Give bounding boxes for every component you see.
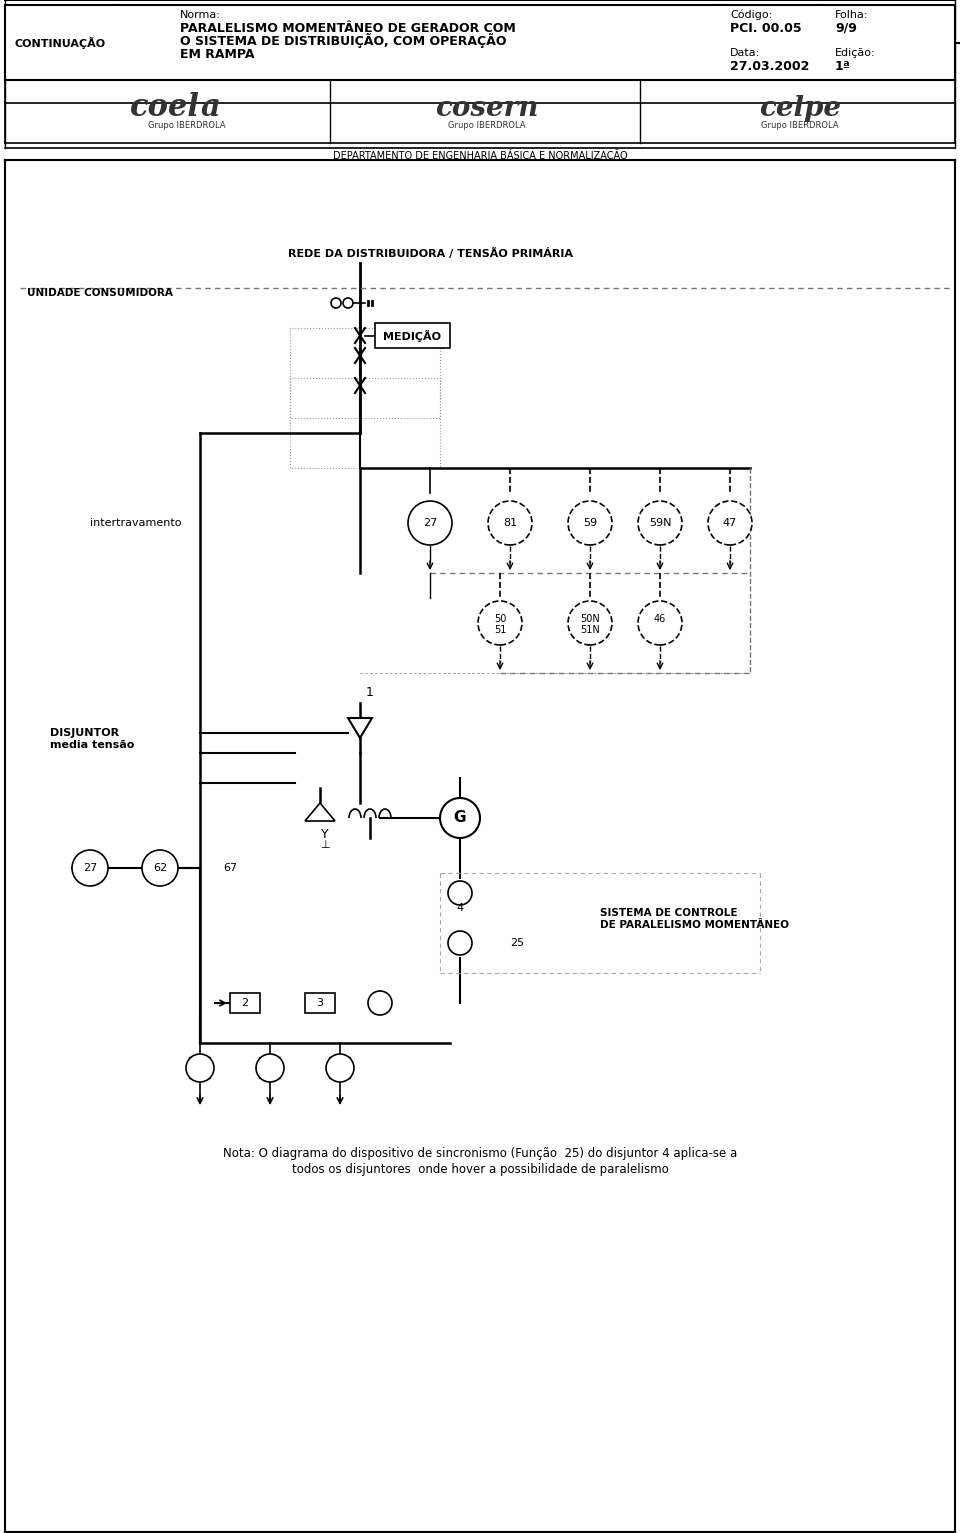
Text: cosern: cosern — [435, 95, 539, 121]
Text: 1: 1 — [366, 687, 374, 699]
Text: PCI. 00.05: PCI. 00.05 — [730, 21, 802, 35]
Circle shape — [343, 297, 353, 308]
Text: 50N: 50N — [580, 615, 600, 624]
Polygon shape — [348, 717, 372, 737]
Circle shape — [448, 881, 472, 904]
Text: SISTEMA DE CONTROLE: SISTEMA DE CONTROLE — [600, 908, 737, 918]
Circle shape — [440, 799, 480, 839]
Circle shape — [448, 931, 472, 955]
Text: 27.03.2002: 27.03.2002 — [730, 60, 809, 72]
Text: 25: 25 — [510, 938, 524, 947]
Text: EM RAMPA: EM RAMPA — [180, 49, 254, 61]
Text: Grupo IBERDROLA: Grupo IBERDROLA — [761, 121, 839, 130]
Text: Y: Y — [322, 828, 329, 842]
Text: G: G — [454, 811, 467, 825]
Text: 51: 51 — [493, 625, 506, 635]
Circle shape — [568, 501, 612, 546]
Text: Data:: Data: — [730, 48, 760, 58]
Circle shape — [638, 501, 682, 546]
Text: 59: 59 — [583, 518, 597, 527]
Text: a: a — [200, 92, 220, 124]
Text: 46: 46 — [654, 615, 666, 624]
Text: 9/9: 9/9 — [835, 21, 857, 35]
Text: Norma:: Norma: — [180, 11, 221, 20]
Text: DE PARALELISMO MOMENTÂNEO: DE PARALELISMO MOMENTÂNEO — [600, 920, 789, 931]
Circle shape — [331, 297, 341, 308]
FancyBboxPatch shape — [305, 993, 335, 1013]
Text: DISJUNTOR: DISJUNTOR — [50, 728, 119, 737]
Circle shape — [186, 1055, 214, 1082]
Text: 1ª: 1ª — [835, 60, 851, 72]
Text: Nota: O diagrama do dispositivo de sincronismo (Função  25) do disjuntor 4 aplic: Nota: O diagrama do dispositivo de sincr… — [223, 1147, 737, 1159]
FancyBboxPatch shape — [230, 993, 260, 1013]
Text: PARALELISMO MOMENTÂNEO DE GERADOR COM: PARALELISMO MOMENTÂNEO DE GERADOR COM — [180, 21, 516, 35]
Text: 81: 81 — [503, 518, 517, 527]
Text: 4: 4 — [456, 903, 464, 914]
Text: todos os disjuntores  onde hover a possibilidade de paralelismo: todos os disjuntores onde hover a possib… — [292, 1164, 668, 1176]
Circle shape — [326, 1055, 354, 1082]
Circle shape — [478, 601, 522, 645]
Text: Grupo IBERDROLA: Grupo IBERDROLA — [448, 121, 526, 130]
FancyBboxPatch shape — [5, 5, 955, 80]
Text: Folha:: Folha: — [835, 11, 869, 20]
Text: 2: 2 — [241, 998, 249, 1009]
Text: celpe: celpe — [759, 95, 841, 121]
Text: 3: 3 — [317, 998, 324, 1009]
Circle shape — [256, 1055, 284, 1082]
Text: 67: 67 — [223, 863, 237, 872]
Text: MEDIÇÃO: MEDIÇÃO — [383, 330, 441, 342]
Text: CONTINUAÇÃO: CONTINUAÇÃO — [14, 37, 106, 49]
Circle shape — [368, 990, 392, 1015]
FancyBboxPatch shape — [375, 323, 450, 348]
Text: 47: 47 — [723, 518, 737, 527]
Text: 59N: 59N — [649, 518, 671, 527]
Text: Edição:: Edição: — [835, 48, 876, 58]
Text: REDE DA DISTRIBUIDORA / TENSÃO PRIMÁRIA: REDE DA DISTRIBUIDORA / TENSÃO PRIMÁRIA — [287, 247, 572, 259]
Circle shape — [638, 601, 682, 645]
Text: Código:: Código: — [730, 9, 772, 20]
Text: media tensão: media tensão — [50, 740, 134, 750]
Text: UNIDADE CONSUMIDORA: UNIDADE CONSUMIDORA — [27, 288, 173, 297]
Text: DEPARTAMENTO DE ENGENHARIA BÁSICA E NORMALIZAÇÃO: DEPARTAMENTO DE ENGENHARIA BÁSICA E NORM… — [333, 149, 627, 161]
Text: intertravamento: intertravamento — [90, 518, 181, 527]
Circle shape — [708, 501, 752, 546]
Circle shape — [72, 849, 108, 886]
Circle shape — [488, 501, 532, 546]
Text: 27: 27 — [83, 863, 97, 872]
Text: Grupo IBERDROLA: Grupo IBERDROLA — [148, 121, 226, 130]
Text: ⊥: ⊥ — [320, 840, 330, 849]
Circle shape — [142, 849, 178, 886]
Text: 27: 27 — [422, 518, 437, 527]
Circle shape — [408, 501, 452, 546]
Polygon shape — [305, 803, 335, 822]
Text: 51N: 51N — [580, 625, 600, 635]
Text: O SISTEMA DE DISTRIBUIÇÃO, COM OPERAÇÃO: O SISTEMA DE DISTRIBUIÇÃO, COM OPERAÇÃO — [180, 34, 507, 49]
Text: coel: coel — [130, 92, 200, 124]
Text: 62: 62 — [153, 863, 167, 872]
Text: 50: 50 — [493, 615, 506, 624]
Circle shape — [568, 601, 612, 645]
